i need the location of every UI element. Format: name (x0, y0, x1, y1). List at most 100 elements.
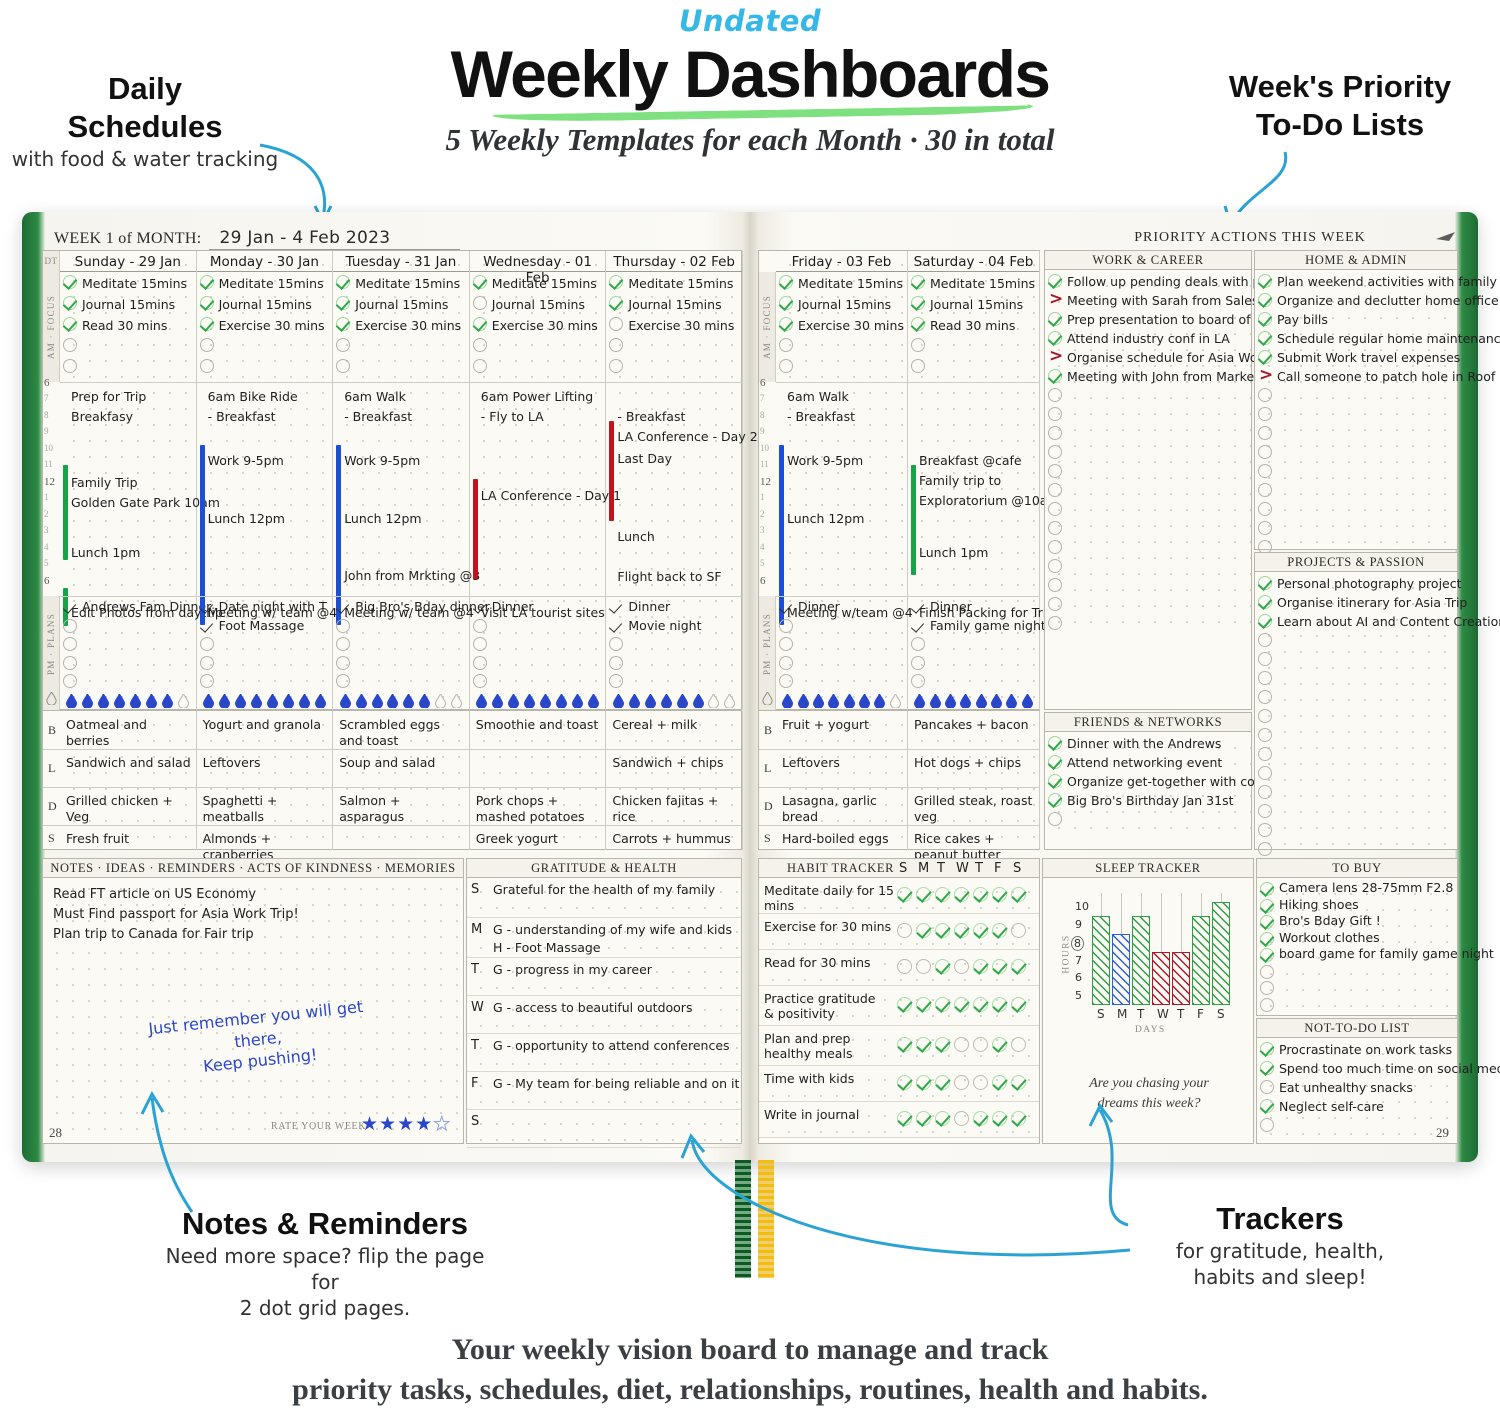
checkbox[interactable] (199, 359, 214, 373)
habit-check[interactable] (897, 1037, 912, 1052)
task-row[interactable] (1045, 557, 1251, 576)
task-row[interactable]: Exercise 30 mins (470, 315, 606, 336)
rate-your-week-stars[interactable]: ★★★★★ (361, 1113, 451, 1136)
am-focus-list[interactable]: Meditate 15mins Journal 15mins Read 30 min… (60, 272, 196, 382)
gratitude-text[interactable]: G - access to beautiful outdoors (493, 1000, 693, 1015)
task-row[interactable] (606, 336, 742, 357)
task-row[interactable]: Meditate 15mins (606, 273, 742, 294)
water-drop-icon[interactable] (435, 693, 447, 708)
water-drop-icon[interactable] (146, 693, 158, 708)
habit-check[interactable] (1011, 997, 1026, 1012)
task-row[interactable] (1045, 481, 1251, 500)
habit-check[interactable] (916, 1111, 931, 1126)
water-drop-icon[interactable] (628, 693, 640, 708)
star-icon[interactable]: ★ (379, 1114, 398, 1135)
water-tracker-row[interactable] (197, 691, 333, 710)
habit-check[interactable] (916, 1075, 931, 1090)
schedule-event[interactable]: Meeting w/ team @4 (207, 605, 338, 620)
checkbox[interactable] (779, 655, 793, 670)
task-row[interactable]: Hiking shoes (1257, 897, 1457, 914)
habit-check[interactable] (935, 923, 950, 938)
checkbox[interactable] (472, 637, 487, 651)
task-row[interactable] (1045, 614, 1251, 633)
task-row[interactable] (606, 357, 742, 378)
schedule-event[interactable]: Work 9-5pm (787, 453, 864, 468)
task-row[interactable] (1255, 519, 1457, 538)
schedule-event[interactable]: Family Trip (71, 475, 138, 490)
habit-row[interactable]: Practice gratitude & positivity (759, 986, 1039, 1026)
checkbox[interactable] (1260, 915, 1274, 929)
schedule-event[interactable]: Flight back to SF (617, 569, 722, 584)
checkbox[interactable] (1048, 578, 1062, 592)
water-drop-icon[interactable] (676, 693, 688, 708)
schedule-event[interactable]: Lunch 12pm (787, 511, 865, 526)
checkbox[interactable] (1048, 540, 1062, 554)
task-row[interactable] (1257, 979, 1457, 996)
checkbox[interactable] (1260, 1061, 1274, 1075)
checkbox[interactable] (1258, 312, 1272, 326)
task-row[interactable]: Pay bills (1255, 310, 1457, 329)
water-drop-icon[interactable] (203, 693, 215, 708)
schedule-event[interactable]: 6am Walk (787, 389, 849, 404)
checkbox[interactable] (779, 296, 793, 310)
habit-check[interactable] (973, 923, 988, 938)
meal-cell[interactable]: Greek yogurt (475, 831, 558, 846)
water-tracker-row[interactable] (908, 691, 1039, 710)
checkbox[interactable] (336, 618, 351, 633)
schedule-event[interactable]: Lunch 12pm (344, 511, 422, 526)
checkbox[interactable] (911, 637, 925, 651)
task-row[interactable] (333, 617, 469, 636)
task-row[interactable] (197, 654, 333, 673)
checkbox[interactable] (472, 359, 487, 373)
water-drop-icon[interactable] (66, 693, 78, 708)
habit-check[interactable] (1011, 959, 1026, 974)
schedule-event[interactable]: Work 9-5pm (344, 453, 421, 468)
task-row[interactable] (908, 635, 1039, 654)
water-drop-icon[interactable] (339, 693, 351, 708)
meal-cell[interactable]: Leftovers (782, 755, 840, 770)
checkbox[interactable] (779, 637, 793, 651)
task-row[interactable] (1255, 688, 1457, 707)
meal-cell[interactable]: Sandwich and salad (66, 755, 191, 770)
water-drop-icon[interactable] (419, 693, 431, 708)
water-tracker-row[interactable] (776, 691, 907, 710)
checkbox[interactable] (1258, 671, 1272, 685)
task-row[interactable] (1257, 996, 1457, 1013)
task-row[interactable]: Journal 15mins (197, 294, 333, 315)
habit-check[interactable] (954, 1037, 969, 1052)
schedule-event[interactable]: Edit Photos from daytrip (71, 605, 223, 620)
task-row[interactable]: Camera lens 28-75mm F2.8 (1257, 880, 1457, 897)
task-row[interactable]: Meditate 15mins (776, 273, 907, 294)
water-drop-icon[interactable] (929, 693, 941, 708)
checkbox[interactable] (1048, 755, 1062, 769)
checkbox[interactable] (1258, 426, 1272, 440)
water-drop-icon[interactable] (355, 693, 367, 708)
task-row[interactable] (1045, 405, 1251, 424)
checkbox[interactable] (63, 275, 77, 289)
water-drop-icon[interactable] (130, 693, 142, 708)
task-row[interactable]: Organise schedule for Asia Work Trip (1045, 347, 1296, 367)
habit-check[interactable] (916, 959, 931, 974)
checkbox[interactable] (336, 655, 351, 670)
water-drop-icon[interactable] (859, 693, 871, 708)
checkbox[interactable] (1258, 728, 1272, 742)
task-row[interactable]: Schedule regular home maintenance (1255, 329, 1500, 348)
habit-row[interactable]: Exercise for 30 mins (759, 914, 1039, 950)
task-row[interactable] (60, 336, 196, 357)
task-row[interactable]: Follow up pending deals with partners (1045, 272, 1305, 291)
task-row[interactable]: Journal 15mins (333, 294, 469, 315)
task-row[interactable]: Workout clothes (1257, 930, 1457, 947)
to-buy-panel[interactable]: TO BUY Camera lens 28-75mm F2.8 Hiking sh… (1256, 858, 1494, 1016)
schedule-event[interactable]: 6am Power Lifting (480, 389, 594, 404)
water-drop-icon[interactable] (492, 693, 504, 708)
task-row[interactable] (1045, 538, 1251, 557)
habit-check[interactable] (973, 1037, 988, 1052)
task-row[interactable]: Read 30 mins (60, 315, 196, 336)
checkbox[interactable] (609, 317, 624, 331)
checkbox[interactable] (63, 655, 77, 670)
meal-cell[interactable]: Chicken fajitas + rice (612, 793, 719, 824)
task-row[interactable] (1255, 726, 1457, 745)
checkbox[interactable] (336, 674, 351, 688)
task-row[interactable]: Dinner (606, 598, 742, 617)
